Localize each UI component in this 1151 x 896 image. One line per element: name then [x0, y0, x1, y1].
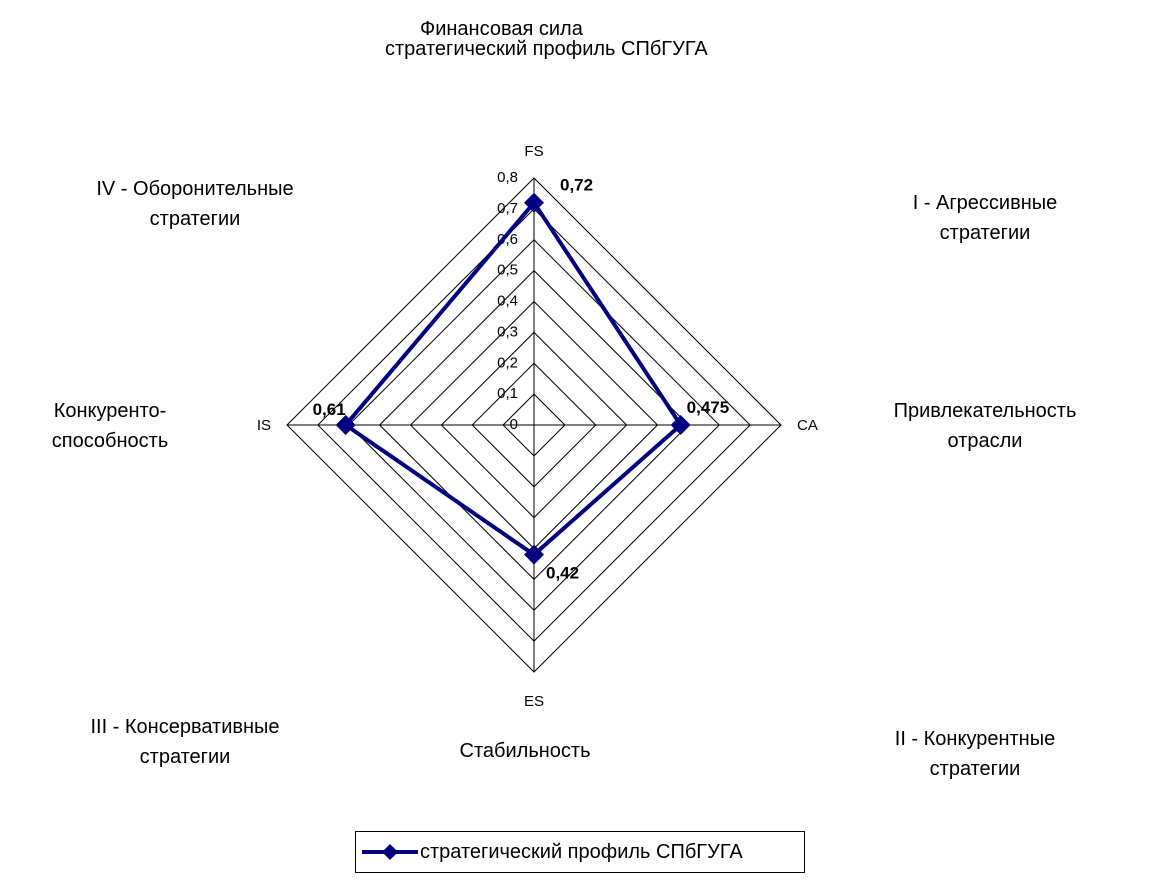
- quadrant-iv-label-line2: стратегии: [149, 208, 241, 230]
- legend: стратегический профиль СПбГУГА: [355, 831, 805, 873]
- axis-label-ca: CA: [797, 417, 818, 434]
- data-point-fs: [524, 192, 544, 213]
- axis-labels: FS CA ES IS: [257, 143, 818, 710]
- series-line: [342, 199, 684, 558]
- competitiveness-label-line1: Конкуренто-: [53, 400, 167, 422]
- quadrant-iii-label-line1: III - Консервативные: [90, 716, 280, 738]
- quadrant-i-label-line1: I - Агрессивные: [912, 192, 1058, 214]
- legend-label: стратегический профиль СПбГУГА: [420, 840, 743, 863]
- quadrant-iv-label-line1: IV - Оборонительные: [96, 178, 294, 200]
- series-layer: [335, 192, 691, 565]
- chart-title-line2: стратегический профиль СПбГУГА: [385, 38, 708, 60]
- competitiveness-label: Конкуренто- способность: [20, 396, 200, 456]
- radial-tick-label: 0,3: [497, 323, 518, 340]
- quadrant-iii-label: III - Консервативные стратегии: [60, 712, 310, 772]
- data-point-is: [335, 415, 356, 435]
- data-label-es: 0,42: [546, 564, 579, 583]
- data-label-ca: 0,475: [687, 398, 730, 417]
- quadrant-iii-label-line2: стратегии: [139, 746, 231, 768]
- quadrant-iv-label: IV - Оборонительные стратегии: [60, 174, 330, 234]
- axis-label-is: IS: [257, 417, 271, 434]
- radial-tick-label: 0: [510, 416, 518, 433]
- radial-tick-label: 0,2: [497, 354, 518, 371]
- data-point-es: [524, 544, 544, 565]
- axis-label-fs: FS: [524, 143, 543, 160]
- competitiveness-label-line2: способность: [51, 430, 169, 452]
- data-labels: 0,72 0,475 0,42 0,61: [313, 176, 730, 583]
- quadrant-ii-label-line2: стратегии: [929, 758, 1021, 780]
- stability-label: Стабильность: [459, 740, 591, 762]
- radial-tick-label: 0,6: [497, 231, 518, 248]
- radar-axes: [287, 178, 781, 672]
- industry-attractiveness-label-line1: Привлекательность: [893, 400, 1077, 422]
- quadrant-i-label-line2: стратегии: [939, 222, 1031, 244]
- quadrant-i-label: I - Агрессивные стратегии: [870, 188, 1100, 248]
- axis-label-es: ES: [524, 693, 544, 710]
- quadrant-ii-label: II - Конкурентные стратегии: [860, 724, 1090, 784]
- data-point-ca: [670, 415, 691, 435]
- quadrant-ii-label-line1: II - Конкурентные: [894, 728, 1056, 750]
- radial-tick-labels: 0 0,1 0,2 0,3 0,4 0,5 0,6 0,7 0,8: [497, 169, 518, 433]
- radial-tick-label: 0,8: [497, 169, 518, 186]
- radial-tick-label: 0,7: [497, 200, 518, 217]
- radial-tick-label: 0,5: [497, 262, 518, 279]
- data-label-is: 0,61: [313, 400, 346, 419]
- radial-tick-label: 0,4: [497, 293, 518, 310]
- industry-attractiveness-label-line2: отрасли: [947, 430, 1023, 452]
- radial-tick-label: 0,1: [497, 385, 518, 402]
- chart-title-line1: Финансовая сила: [420, 18, 583, 40]
- legend-marker-icon: [362, 844, 418, 860]
- data-label-fs: 0,72: [560, 176, 593, 195]
- industry-attractiveness-label: Привлекательность отрасли: [860, 396, 1110, 456]
